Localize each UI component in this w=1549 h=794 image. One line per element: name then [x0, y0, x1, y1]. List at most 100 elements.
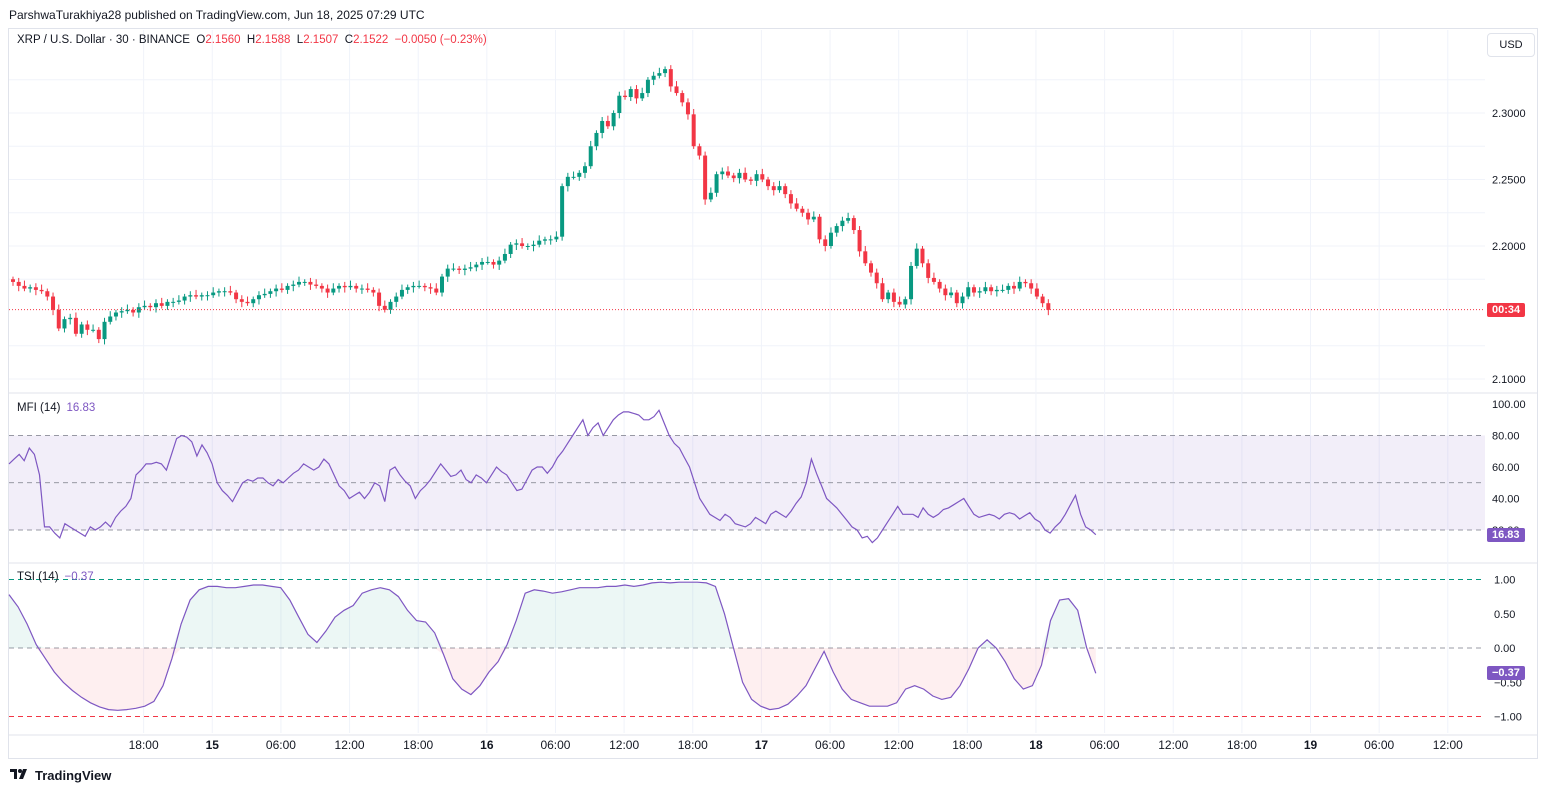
candle-body [285, 285, 290, 290]
candle-body [966, 287, 971, 297]
candle-body [977, 291, 982, 293]
candle-body [268, 291, 273, 294]
candle-body [211, 292, 216, 296]
candle-body [834, 226, 839, 233]
mfi-legend[interactable]: MFI (14) 16.83 [17, 402, 95, 414]
candle-body [337, 285, 342, 289]
publisher-header: ParshwaTurakhiya28 published on TradingV… [9, 8, 425, 22]
candle-body [11, 279, 15, 282]
candle-body [714, 174, 719, 193]
candle-body [165, 301, 170, 306]
currency-button[interactable]: USD [1487, 33, 1535, 57]
candle-body [594, 132, 599, 147]
candle-body [16, 281, 21, 286]
candle-body [497, 260, 502, 265]
candle-body [474, 264, 479, 268]
candle-body [348, 285, 353, 288]
candle-body [617, 95, 622, 113]
candle-body [817, 216, 822, 240]
candle-body [102, 321, 107, 340]
candle-body [668, 69, 673, 87]
candle-body [897, 301, 902, 305]
candle-body [983, 287, 988, 292]
tsi-label: TSI (14) [17, 571, 59, 583]
candle-body [22, 285, 27, 289]
price-tick-label: 2.2000 [1492, 241, 1526, 253]
candle-body [194, 295, 199, 297]
candle-body [766, 179, 771, 187]
candle-body [91, 329, 96, 331]
candle-body [548, 239, 553, 241]
countdown-tag: 00:34 [1487, 303, 1526, 317]
candle-body [480, 261, 485, 265]
tsi-tick-label: −0.50 [1494, 677, 1522, 689]
candle-body [794, 203, 799, 209]
candle-body [325, 288, 330, 293]
chart-frame[interactable] [8, 28, 1538, 759]
x-tick-label: 12:00 [335, 738, 365, 752]
candle-body [1023, 281, 1028, 284]
candle-body [903, 299, 908, 305]
candle-body [560, 186, 565, 237]
symbol-name[interactable]: XRP / U.S. Dollar · 30 · BINANCE [17, 34, 190, 46]
candle-body [142, 305, 147, 308]
mfi-label: MFI (14) [17, 402, 61, 414]
tsi-line [8, 581, 1097, 711]
candle-body [457, 268, 462, 270]
symbol-legend: XRP / U.S. Dollar · 30 · BINANCE O2.1560… [17, 34, 487, 46]
candle-body [245, 301, 250, 304]
candle-body [462, 268, 467, 270]
open-label: O [196, 34, 206, 46]
x-tick-label: 06:00 [1090, 738, 1120, 752]
candle-body [1034, 288, 1039, 297]
candle-body [131, 309, 136, 313]
candle-body [531, 244, 536, 246]
candle-body [28, 287, 33, 289]
candle-body [33, 287, 38, 290]
candle-body [869, 263, 873, 273]
candle-body [994, 289, 999, 292]
candle-body [949, 292, 954, 296]
candle-body [274, 288, 279, 292]
price-tick-label: 2.3000 [1492, 108, 1526, 120]
candle-body [119, 311, 124, 313]
candle-body [171, 301, 176, 303]
candle-body [405, 287, 410, 290]
candle-body [811, 216, 816, 220]
candle-body [634, 89, 639, 99]
candle-body [239, 299, 244, 302]
candle-body [605, 120, 610, 127]
footer-brand[interactable]: TradingView [10, 768, 111, 783]
candle-body [651, 75, 656, 80]
candle-body [628, 89, 633, 98]
candle-body [931, 277, 936, 282]
candle-body [434, 288, 439, 293]
candle-body [583, 166, 587, 173]
tsi-legend[interactable]: TSI (14) −0.37 [17, 571, 94, 583]
candle-body [1040, 296, 1045, 304]
candle-body [251, 299, 256, 304]
candle-body [874, 272, 879, 284]
candle-body [800, 208, 805, 213]
candle-body [600, 120, 605, 133]
candle-body [726, 171, 730, 176]
candle-body [1029, 283, 1034, 289]
candle-body [216, 291, 221, 293]
x-tick-label: 12:00 [1158, 738, 1188, 752]
candle-body [748, 179, 753, 181]
mfi-tick-label: 80.00 [1492, 431, 1520, 443]
candle-body [148, 305, 153, 308]
candle-body [154, 303, 158, 308]
candle-body [440, 276, 444, 293]
candle-body [754, 174, 759, 181]
candle-body [926, 263, 931, 278]
tsi-tick-label: −1.00 [1494, 712, 1522, 724]
change-value: −0.0050 (−0.23%) [394, 34, 487, 46]
candle-body [365, 288, 370, 290]
x-tick-label: 16 [480, 738, 494, 752]
candle-body [743, 172, 748, 180]
candle-body [806, 212, 811, 220]
low-label: L [296, 34, 304, 46]
x-tick-label: 06:00 [266, 738, 296, 752]
